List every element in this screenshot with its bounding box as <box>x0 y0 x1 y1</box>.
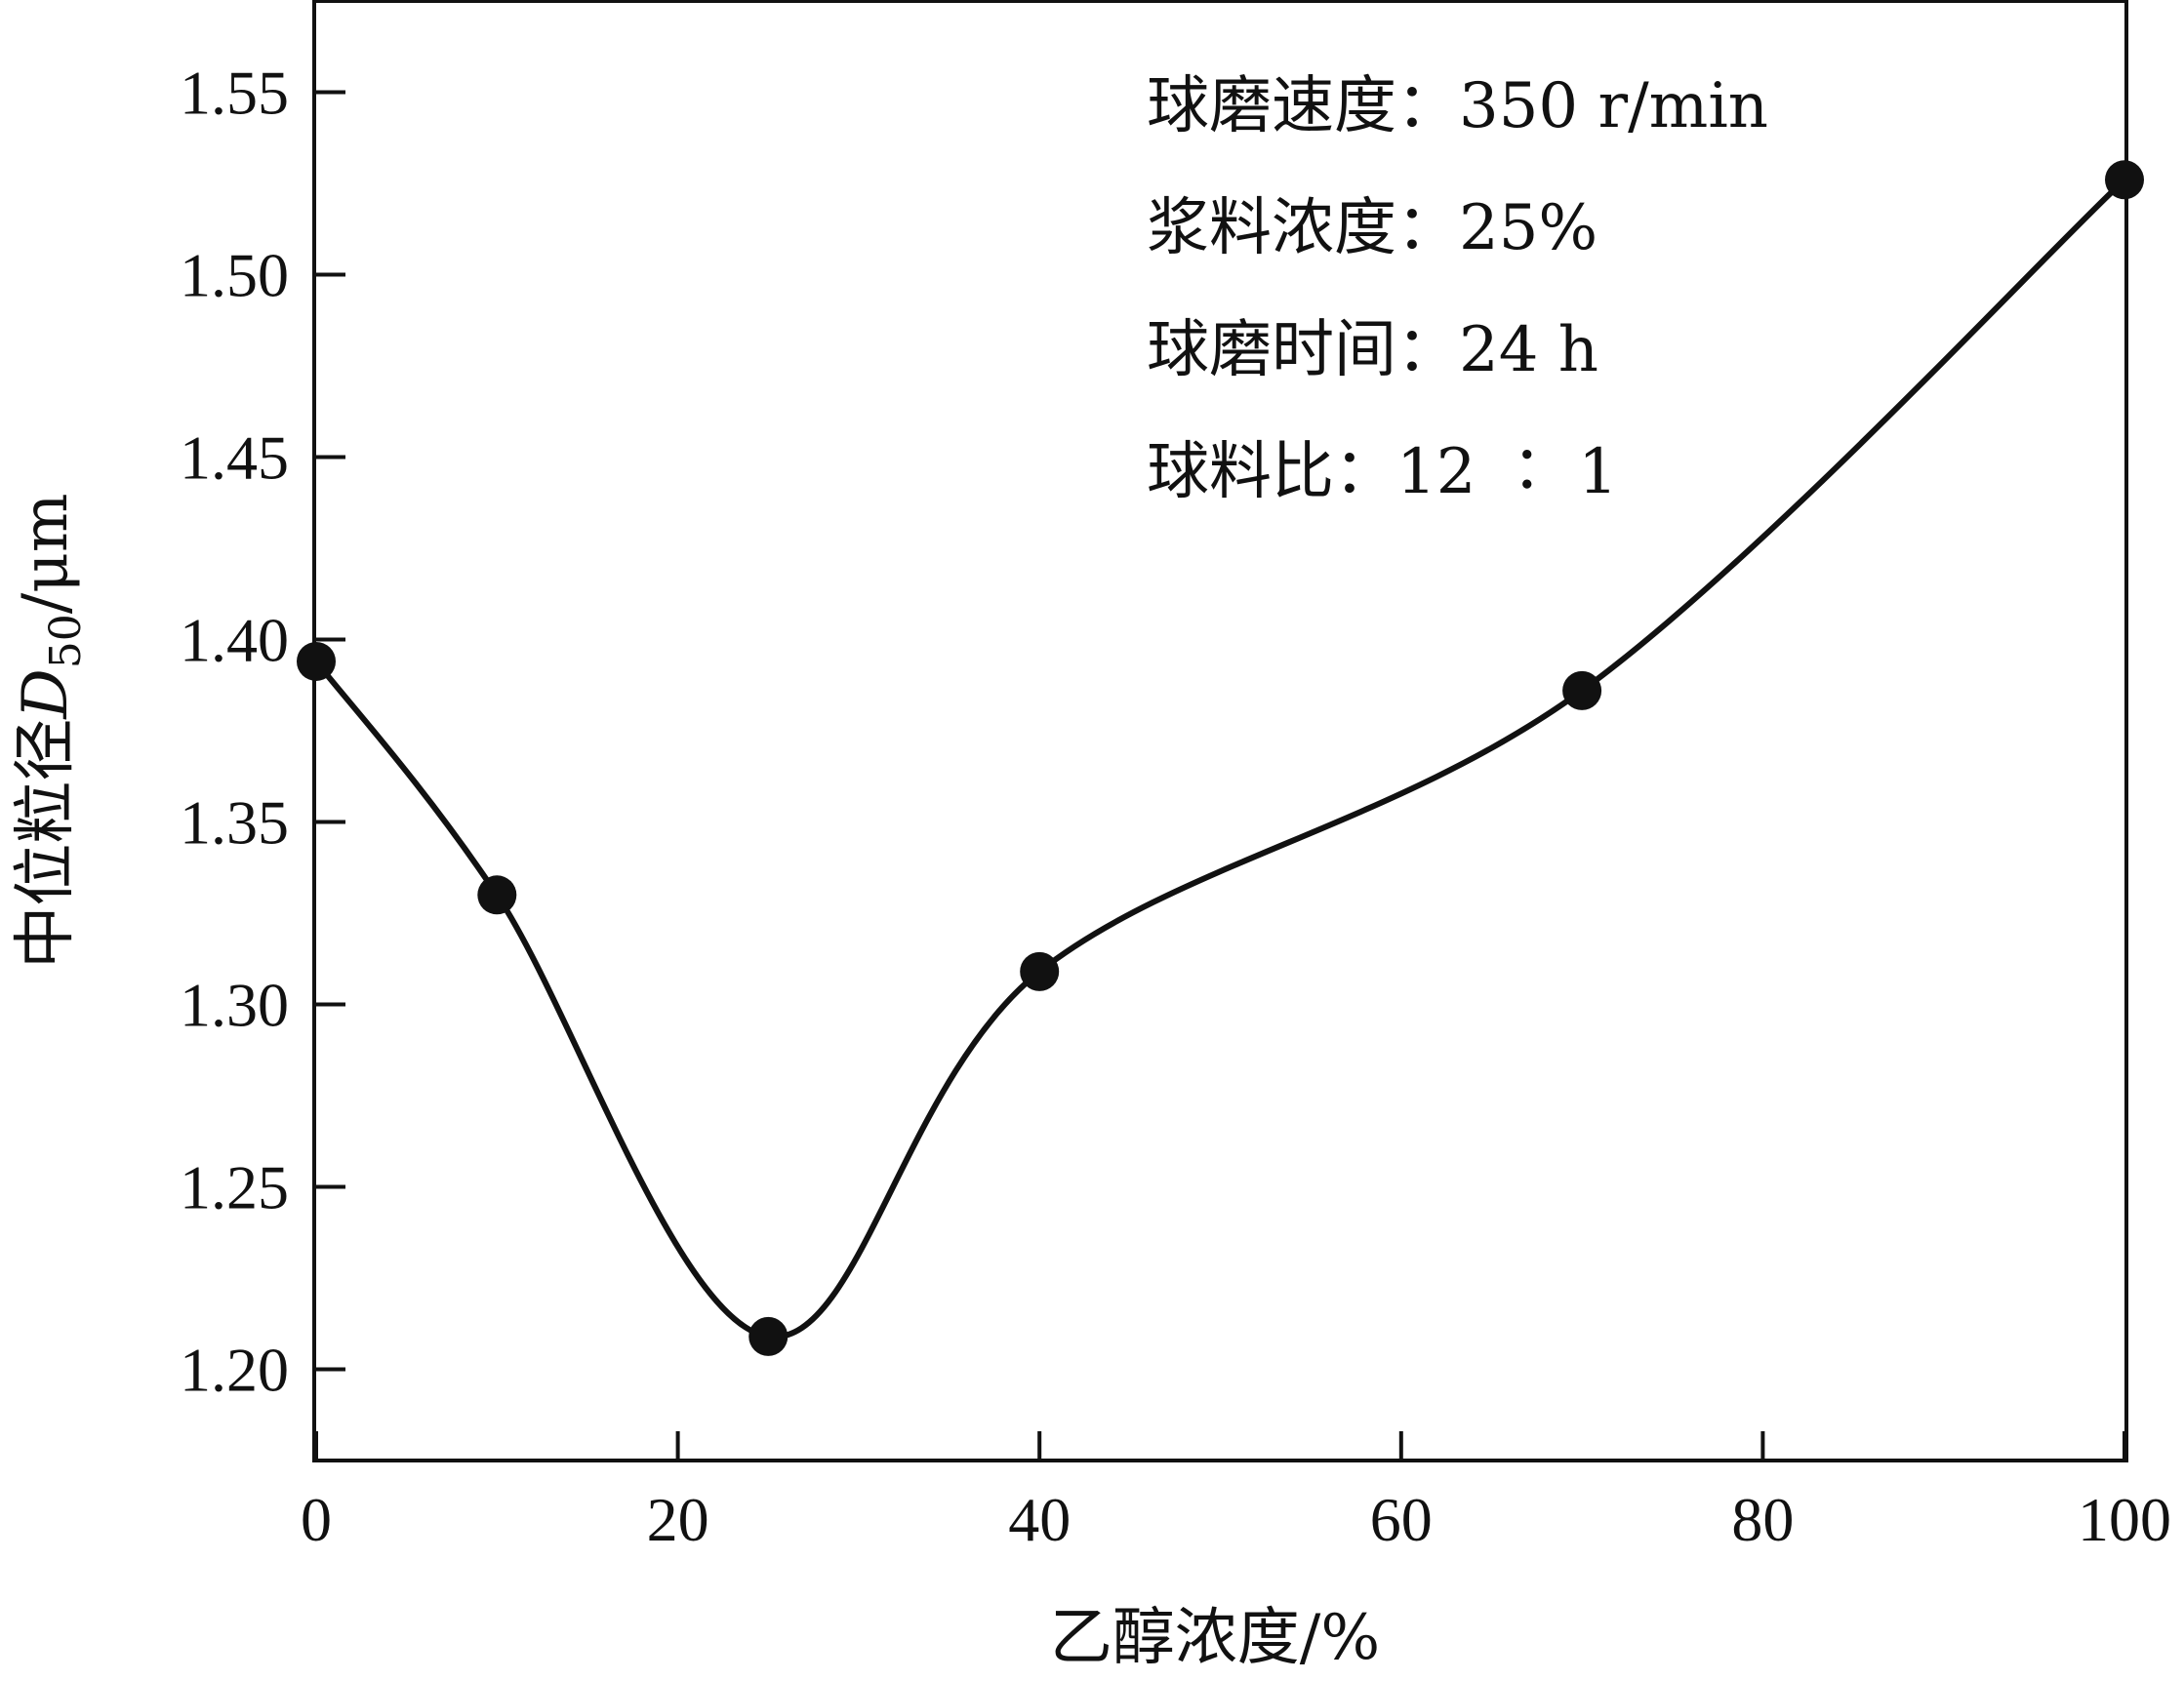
data-point <box>297 641 336 681</box>
data-point <box>477 875 517 915</box>
x-tick-label: 80 <box>1731 1485 1794 1554</box>
data-point <box>2105 160 2144 200</box>
x-axis-title: 乙醇浓度/% <box>1050 1602 1380 1674</box>
x-tick-label: 0 <box>301 1485 332 1554</box>
y-tick-label: 1.55 <box>180 59 289 128</box>
y-axis-title: 中位粒径D50/μm <box>10 493 91 968</box>
y-tick-label: 1.35 <box>180 788 289 858</box>
series-markers <box>297 160 2144 1356</box>
y-tick-label: 1.40 <box>180 606 289 675</box>
y-tick-label: 1.25 <box>180 1153 289 1222</box>
y-axis-title-main: 中位粒径 <box>10 719 82 969</box>
x-tick-label: 100 <box>2078 1485 2171 1554</box>
annotation-milling-speed: 球磨速度：350 r/min <box>1147 70 1768 142</box>
y-tick-label: 1.50 <box>180 241 289 310</box>
annotation-slurry-concentration: 浆料浓度：25% <box>1147 192 1598 264</box>
x-tick-label: 20 <box>647 1485 709 1554</box>
data-point <box>748 1316 789 1356</box>
x-axis: 0 20 40 60 80 100 <box>301 1431 2171 1554</box>
annotation-milling-time: 球磨时间：24 h <box>1147 314 1598 386</box>
y-axis-title-unit: /μm <box>10 493 82 614</box>
annotation-ball-ratio: 球料比：12 ∶ 1 <box>1147 436 1618 508</box>
x-tick-label: 40 <box>1008 1485 1071 1554</box>
annotation-block: 球磨速度：350 r/min 浆料浓度：25% 球磨时间：24 h 球料比：12… <box>1147 70 1768 508</box>
y-axis-title-symbol: D <box>10 668 82 719</box>
data-point <box>1562 670 1602 710</box>
y-axis: 1.20 1.25 1.30 1.35 1.40 1.45 1.50 1.55 <box>180 59 345 1405</box>
x-tick-label: 60 <box>1370 1485 1433 1554</box>
y-tick-label: 1.30 <box>180 971 289 1040</box>
y-axis-title-subscript: 50 <box>41 614 91 668</box>
plot-frame <box>312 0 2128 1462</box>
y-tick-label: 1.20 <box>180 1336 289 1405</box>
data-point <box>1020 951 1060 991</box>
y-tick-label: 1.45 <box>180 423 289 493</box>
